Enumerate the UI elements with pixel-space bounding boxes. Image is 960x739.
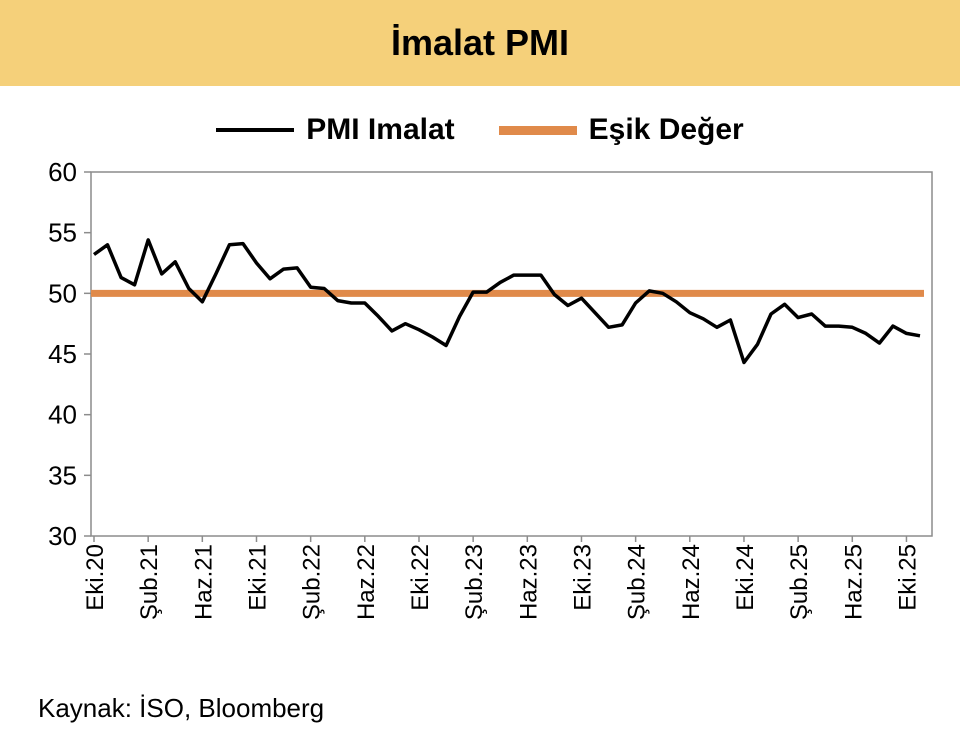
pmi-data-point — [444, 344, 448, 348]
pmi-data-point — [850, 325, 854, 329]
pmi-data-point — [647, 289, 651, 293]
chart-legend: PMI Imalat Eşik Değer — [0, 108, 960, 152]
pmi-data-point — [133, 283, 137, 287]
pmi-data-point — [349, 301, 353, 305]
x-tick-label: Eki.23 — [569, 544, 596, 611]
pmi-data-point — [336, 299, 340, 303]
page-title: İmalat PMI — [390, 22, 570, 63]
x-tick-label: Eki.21 — [244, 544, 271, 611]
x-tick-label: Haz.23 — [515, 544, 542, 620]
y-tick-label: 30 — [48, 521, 77, 551]
pmi-data-point — [837, 324, 841, 328]
pmi-data-point — [390, 329, 394, 333]
pmi-data-point — [769, 312, 773, 316]
pmi-data-point — [458, 314, 462, 318]
x-tick-label: Eki.24 — [732, 544, 759, 611]
y-tick-label: 60 — [48, 157, 77, 187]
x-tick-label: Şub.24 — [624, 544, 651, 620]
pmi-data-point — [309, 285, 313, 289]
title-band: İmalat PMI — [0, 0, 960, 86]
y-tick-label: 45 — [48, 339, 77, 369]
pmi-data-point — [823, 324, 827, 328]
pmi-data-point — [620, 323, 624, 327]
pmi-data-point — [742, 360, 746, 364]
x-tick-label: Şub.23 — [461, 544, 488, 620]
pmi-data-point — [579, 296, 583, 300]
pmi-data-point — [106, 243, 110, 247]
pmi-data-point — [431, 335, 435, 339]
pmi-data-point — [877, 341, 881, 345]
pmi-data-point — [200, 300, 204, 304]
pmi-data-point — [701, 317, 705, 321]
pmi-data-point — [525, 273, 529, 277]
pmi-data-point — [756, 342, 760, 346]
pmi-data-point — [403, 322, 407, 326]
pmi-data-point — [607, 325, 611, 329]
pmi-data-point — [674, 300, 678, 304]
x-tick-label: Şub.21 — [136, 544, 163, 620]
pmi-data-point — [146, 238, 150, 242]
y-tick-label: 35 — [48, 460, 77, 490]
source-note: Kaynak: İSO, Bloomberg — [38, 693, 325, 723]
pmi-data-point — [363, 301, 367, 305]
pmi-data-point — [864, 331, 868, 335]
pmi-data-point — [796, 316, 800, 320]
x-tick-label: Haz.22 — [353, 544, 380, 620]
legend-swatch-threshold — [498, 125, 577, 135]
pmi-data-point — [783, 302, 787, 306]
legend-swatch-pmi — [216, 128, 295, 132]
pmi-data-point — [471, 290, 475, 294]
pmi-data-point — [295, 266, 299, 270]
pmi-data-point — [539, 273, 543, 277]
pmi-data-point — [119, 276, 123, 280]
pmi-data-point — [173, 260, 177, 264]
pmi-data-point — [593, 311, 597, 315]
pmi-data-point — [187, 286, 191, 290]
pmi-data-point — [566, 303, 570, 307]
pmi-data-point — [634, 301, 638, 305]
x-tick-label: Haz.25 — [840, 544, 867, 620]
pmi-data-point — [241, 242, 245, 246]
pmi-data-point — [904, 331, 908, 335]
legend-label-threshold: Eşik Değer — [588, 113, 744, 146]
pmi-series-line — [92, 238, 921, 365]
pmi-data-point — [160, 272, 164, 276]
pmi-data-point — [322, 286, 326, 290]
pmi-data-point — [92, 253, 96, 257]
legend-item-pmi: PMI Imalat — [216, 113, 455, 147]
pmi-data-point — [214, 272, 218, 276]
x-tick-label: Eki.25 — [894, 544, 921, 611]
y-tick-label: 55 — [48, 218, 77, 248]
legend-item-threshold: Eşik Değer — [498, 113, 744, 147]
pmi-data-point — [688, 311, 692, 315]
pmi-data-point — [661, 291, 665, 295]
pmi-data-point — [282, 267, 286, 271]
pmi-data-point — [254, 261, 258, 265]
x-tick-label: Eki.22 — [407, 544, 434, 611]
pmi-data-point — [918, 334, 922, 338]
pmi-data-point — [227, 243, 231, 247]
plot-area-frame — [90, 171, 933, 537]
legend-label-pmi: PMI Imalat — [306, 113, 455, 146]
x-tick-label: Eki.20 — [82, 544, 109, 611]
pmi-data-point — [728, 318, 732, 322]
x-tick-label: Şub.25 — [786, 544, 813, 620]
pmi-data-point — [715, 325, 719, 329]
x-tick-label: Haz.24 — [678, 544, 705, 620]
y-tick-label: 40 — [48, 400, 77, 430]
x-tick-label: Şub.22 — [299, 544, 326, 620]
pmi-data-point — [891, 324, 895, 328]
pmi-data-point — [376, 314, 380, 318]
pmi-data-point — [485, 290, 489, 294]
pmi-data-point — [417, 328, 421, 332]
y-tick-label: 50 — [48, 278, 77, 308]
x-tick-label: Haz.21 — [190, 544, 217, 620]
pmi-data-point — [498, 280, 502, 284]
pmi-data-point — [268, 277, 272, 281]
pmi-data-point — [552, 293, 556, 297]
pmi-data-point — [512, 273, 516, 277]
pmi-data-point — [810, 312, 814, 316]
